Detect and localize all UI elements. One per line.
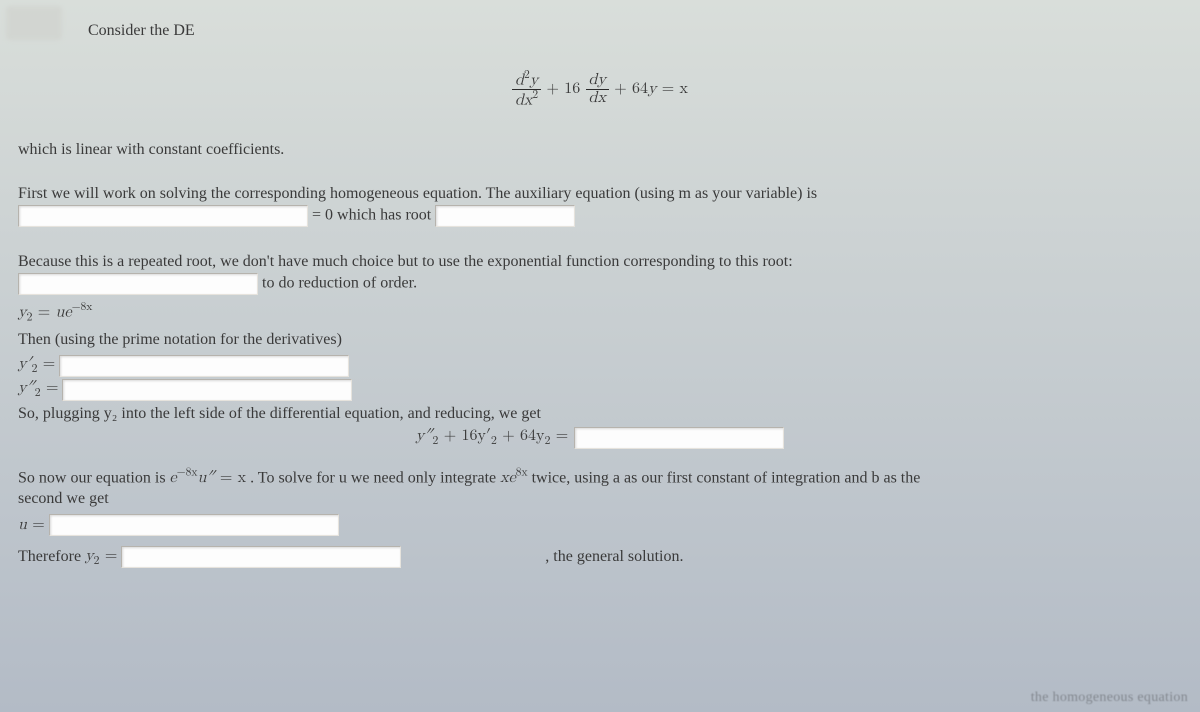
y2-prime-input[interactable] bbox=[59, 355, 349, 377]
y2-prime-label: y′2 = bbox=[18, 355, 55, 376]
general-solution-text: , the general solution. bbox=[545, 548, 683, 566]
aux-equation-input[interactable] bbox=[18, 205, 308, 227]
eq-zero-has-root: = 0 which has root bbox=[312, 207, 435, 224]
y2-dprime-label: y″2 = bbox=[18, 379, 58, 400]
lhs-result-input[interactable] bbox=[574, 427, 784, 449]
y2-final-label: y2 = bbox=[85, 547, 117, 568]
avatar-blur bbox=[6, 6, 62, 40]
exp-func-input[interactable] bbox=[18, 273, 258, 295]
therefore-label: Therefore bbox=[18, 548, 81, 566]
plugging-text: So, plugging y₂ into the left side of th… bbox=[18, 405, 1182, 423]
u-input[interactable] bbox=[49, 514, 339, 536]
trailing-blur-text: the homogeneous equation bbox=[1031, 690, 1188, 706]
second-we-get: second we get bbox=[18, 490, 1182, 508]
linear-text: which is linear with constant coefficien… bbox=[18, 141, 1182, 159]
reduction-text: to do reduction of order. bbox=[262, 275, 417, 292]
so-now-line: So now our equation is e−8xu″ = x . To s… bbox=[18, 467, 1182, 488]
lhs-expression: y″2 + 16y′2 + 64y2 = bbox=[416, 427, 568, 448]
y2-def: y2 = ue−8x bbox=[18, 301, 1182, 325]
u-label: u = bbox=[18, 516, 45, 535]
consider-text: Consider the DE bbox=[88, 22, 1182, 40]
y2-final-input[interactable] bbox=[121, 546, 401, 568]
then-prime-text: Then (using the prime notation for the d… bbox=[18, 331, 1182, 349]
aux-eq-intro: First we will work on solving the corres… bbox=[18, 185, 1182, 203]
y2-dprime-input[interactable] bbox=[62, 379, 352, 401]
main-equation: d2ydx2 + 16 dydx + 64y = x bbox=[18, 70, 1182, 109]
repeated-root-text: Because this is a repeated root, we don'… bbox=[18, 253, 1182, 271]
root-input[interactable] bbox=[435, 205, 575, 227]
